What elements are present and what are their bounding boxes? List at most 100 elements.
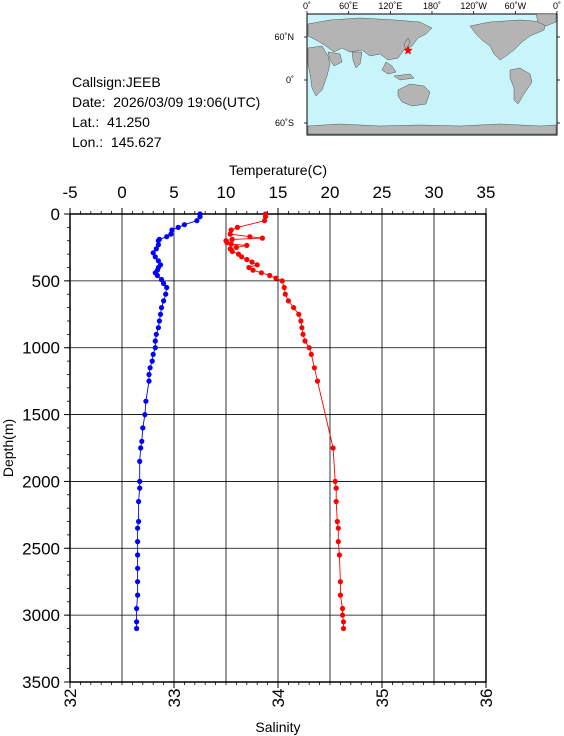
salinity-point <box>135 539 141 545</box>
map-lon-label: 0˚ <box>303 1 311 11</box>
temperature-point <box>239 254 245 260</box>
salinity-tick-label: 35 <box>373 689 392 708</box>
depth-tick-label: 2000 <box>22 472 60 491</box>
salinity-point <box>161 298 167 304</box>
salinity-point <box>155 325 161 331</box>
depth-tick-label: 1500 <box>22 406 60 425</box>
salinity-point <box>161 280 167 287</box>
salinity-point <box>153 331 159 337</box>
temperature-point <box>249 259 255 265</box>
salinity-point <box>135 552 141 558</box>
salinity-point <box>134 619 140 625</box>
temperature-point <box>335 525 341 531</box>
salinity-point <box>137 458 143 464</box>
temperature-point <box>262 214 269 220</box>
lon-row: Lon.: 145.627 <box>72 134 162 150</box>
map-latitude-labels: 60˚N 0˚ 60˚S <box>274 32 294 128</box>
temperature-point <box>340 625 347 632</box>
temperature-point <box>335 539 341 545</box>
salinity-point <box>163 291 169 297</box>
minor-ticks <box>67 211 487 685</box>
lon-value: 145.627 <box>110 134 162 150</box>
temperature-point <box>254 262 260 268</box>
date-value: 2026/03/09 19:06(UTC) <box>113 94 261 110</box>
grid-lines <box>69 213 487 683</box>
salinity-point <box>155 264 161 271</box>
temperature-point <box>332 478 338 484</box>
temperature-point <box>233 244 239 250</box>
salinity-point <box>168 231 174 237</box>
salinity-tick-label: 34 <box>269 689 288 708</box>
salinity-point <box>136 498 142 505</box>
depth-tick-labels: 0 500 1000 1500 2000 2500 3000 3500 <box>22 205 70 692</box>
map-lat-label: 0˚ <box>286 75 294 85</box>
salinity-point <box>157 262 164 268</box>
callsign-value: JEEB <box>125 74 161 90</box>
temperature-point <box>306 345 312 351</box>
date-row: Date: 2026/03/09 19:06(UTC) <box>72 94 261 110</box>
salinity-point <box>140 425 146 431</box>
temperature-point <box>334 518 340 525</box>
temperature-point <box>262 211 269 217</box>
salinity-point <box>137 485 143 491</box>
temperature-point <box>291 305 297 311</box>
salinity-point <box>154 272 160 279</box>
map-land <box>307 13 557 135</box>
temperature-point <box>273 275 279 281</box>
salinity-point <box>153 246 159 252</box>
salinity-point <box>135 592 141 598</box>
temperature-point <box>311 365 317 371</box>
temperature-tick-label: 15 <box>269 183 288 202</box>
salinity-point <box>139 438 145 444</box>
temperature-tick-label: 30 <box>425 183 444 202</box>
map-lon-label: 60˚E <box>339 1 358 11</box>
salinity-point <box>134 605 140 612</box>
temperature-point <box>244 242 250 248</box>
temperature-point <box>258 270 264 276</box>
salinity-tick-label: 36 <box>477 689 496 708</box>
temperature-point <box>300 331 306 337</box>
salinity-point <box>152 345 158 351</box>
temperature-point <box>330 445 336 451</box>
series-layer <box>134 211 347 632</box>
salinity-tick-labels: 32 33 34 35 36 <box>61 682 496 707</box>
map-lon-label: 120˚W <box>460 1 487 11</box>
salinity-point <box>155 258 161 264</box>
temperature-point <box>247 234 253 240</box>
plot-frame <box>69 213 487 683</box>
temperature-tick-label: 35 <box>477 183 496 202</box>
depth-axis-label: Depth(m) <box>0 419 16 477</box>
map-frame-ticks <box>304 11 560 124</box>
temperature-point <box>333 485 339 491</box>
temperature-point <box>298 318 304 324</box>
salinity-point <box>135 525 141 531</box>
depth-tick-label: 3000 <box>22 606 60 625</box>
salinity-point <box>135 579 141 585</box>
temperature-point <box>299 325 305 331</box>
temperature-point <box>333 498 339 505</box>
salinity-series <box>134 211 203 632</box>
salinity-point <box>137 478 143 484</box>
temperature-tick-label: 20 <box>321 183 340 202</box>
temperature-point <box>229 248 235 254</box>
salinity-point <box>154 267 160 273</box>
depth-tick-label: 2500 <box>22 539 60 558</box>
plot-area <box>70 214 486 682</box>
temperature-point <box>223 238 229 244</box>
temperature-line <box>225 214 344 629</box>
salinity-point <box>197 211 203 217</box>
salinity-point <box>152 338 158 344</box>
temperature-tick-label: 10 <box>217 183 236 202</box>
map-lat-label: 60˚S <box>275 118 294 128</box>
temperature-point <box>340 619 347 625</box>
temperature-point <box>235 251 242 257</box>
salinity-point <box>152 270 158 276</box>
map-lon-label: 0˚ <box>553 1 561 11</box>
depth-tick-label: 3500 <box>22 673 60 692</box>
temperature-point <box>227 231 233 237</box>
temperature-point <box>281 284 287 291</box>
temperature-point <box>285 298 291 304</box>
map-lon-label: 180˚ <box>423 1 441 11</box>
depth-tick-label: 0 <box>51 205 60 224</box>
salinity-point <box>175 224 181 230</box>
